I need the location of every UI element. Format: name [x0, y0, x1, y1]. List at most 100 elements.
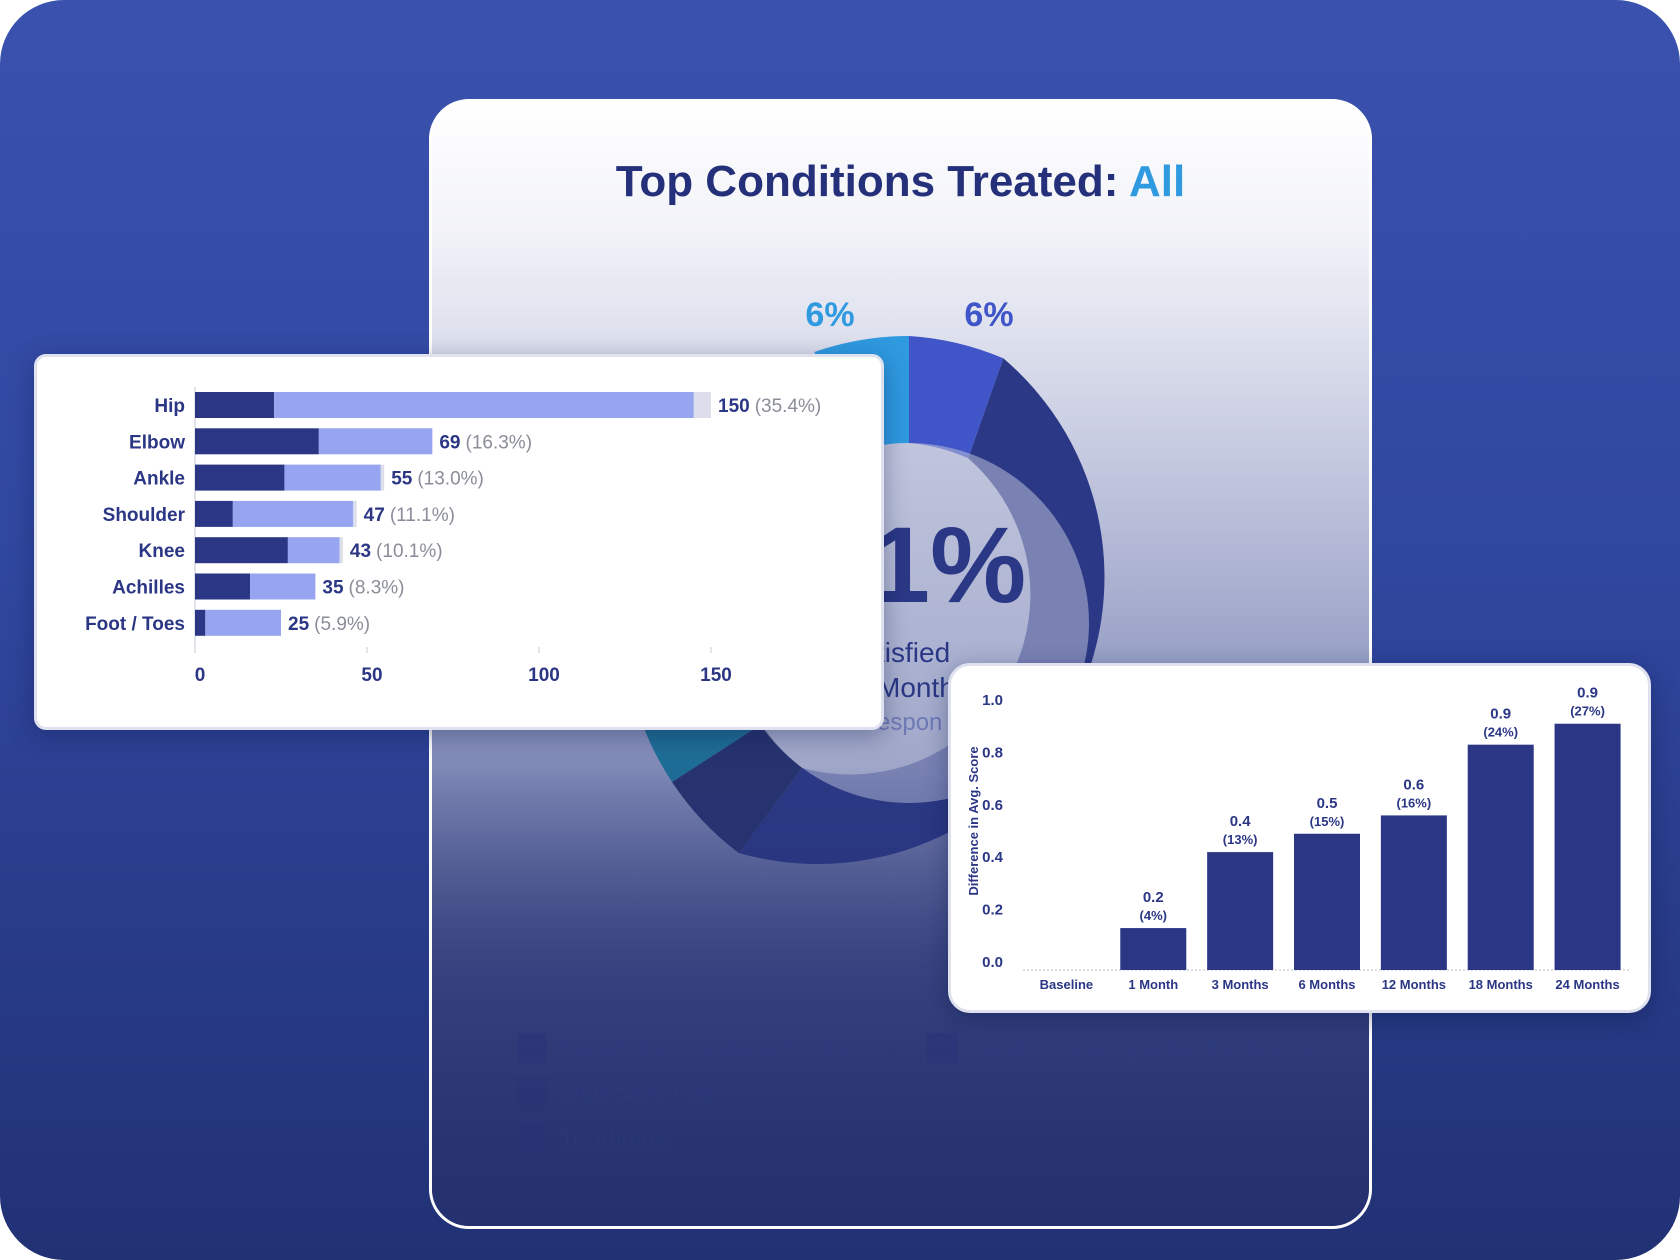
category-label: Foot / Toes	[85, 614, 185, 635]
legend-item: Facet Joint Osteoarthritis	[517, 1032, 848, 1063]
bar-percent: (10.1%)	[376, 541, 443, 562]
legend-swatch	[927, 1032, 957, 1063]
bar-total: 47	[364, 505, 385, 526]
legend-label: Tendon Tear (partial thickness)	[969, 1032, 1323, 1062]
bar-segment	[195, 537, 288, 564]
column-value-label: 0.2	[1143, 889, 1164, 906]
score-column-chart-card: 0.0 0.2 0.4 0.6 0.8 1.0 Difference in Avg. Sco…	[948, 663, 1651, 1013]
bar-percent: (16.3%)	[466, 432, 533, 453]
bar-segment	[353, 500, 357, 527]
legend-label: Facet Joint Osteoarthritis	[559, 1032, 848, 1062]
legend-item: Osteoarthritis	[517, 1078, 714, 1109]
bar-segment	[195, 573, 251, 600]
y-tick-label: 0.4	[982, 849, 1004, 866]
bar-value-label: 55 (13.0%)	[391, 469, 484, 490]
column-value-label: 0.9	[1577, 685, 1598, 702]
bar-value-label: 69 (16.3%)	[439, 432, 532, 453]
category-label: Achilles	[112, 578, 185, 599]
legend-swatch	[517, 1078, 547, 1109]
column-percent-label: (15%)	[1310, 814, 1345, 829]
y-tick-label: 0.6	[982, 797, 1003, 814]
category-label: Knee	[139, 541, 185, 562]
x-category-label: 18 Months	[1469, 977, 1533, 992]
column-value-label: 0.6	[1403, 776, 1424, 793]
bar-segment	[195, 609, 206, 636]
bar-segment	[195, 392, 275, 418]
bar-value-label: 35 (8.3%)	[322, 578, 404, 599]
score-column-chart: 0.0 0.2 0.4 0.6 0.8 1.0 Difference in Avg. Sco…	[966, 685, 1631, 992]
donut-segment-navy	[672, 724, 803, 853]
center-caption: tisfied	[877, 637, 950, 668]
bar-segment	[380, 464, 385, 491]
bar-percent: (8.3%)	[349, 578, 405, 599]
x-category-label: Baseline	[1040, 977, 1093, 992]
column-bar	[1467, 744, 1534, 970]
x-category-label: 12 Months	[1382, 977, 1446, 992]
bar-segment	[339, 537, 343, 564]
center-caption: espon	[877, 709, 942, 736]
bar-segment	[318, 428, 433, 455]
legend-label: Tendinitis	[559, 1124, 668, 1154]
bar-segment	[284, 464, 381, 491]
column-percent-label: (4%)	[1140, 908, 1167, 923]
legend-swatch	[517, 1032, 547, 1063]
center-value: 1%	[870, 504, 1026, 625]
column-value-label: 0.5	[1317, 795, 1338, 812]
y-tick-label: 1.0	[982, 692, 1003, 709]
column-bar	[1554, 723, 1621, 970]
legend-item: Tendon Tear (partial thickness)	[927, 1032, 1323, 1063]
x-category-label: 6 Months	[1298, 977, 1355, 992]
title-accent: All	[1129, 157, 1186, 206]
category-label: Shoulder	[103, 505, 186, 526]
bar-total: 35	[322, 578, 344, 599]
column-percent-label: (13%)	[1223, 832, 1258, 847]
bar-segment	[250, 573, 316, 600]
center-caption: Month	[877, 672, 955, 703]
bar-total: 69	[439, 432, 460, 453]
column-bar	[1120, 928, 1187, 970]
column-value-label: 0.9	[1490, 706, 1511, 723]
bar-segment	[195, 500, 233, 527]
segment-label: 6%	[964, 296, 1013, 334]
bar-segment	[195, 428, 319, 455]
bar-value-label: 150 (35.4%)	[718, 396, 821, 417]
y-tick-label: 0.8	[982, 744, 1003, 761]
bar-total: 25	[288, 614, 310, 635]
chart-title: Top Conditions Treated: All	[432, 157, 1369, 207]
legend-label: Osteoarthritis	[559, 1078, 714, 1108]
x-tick-label: 100	[528, 665, 560, 686]
y-tick-label: 0.2	[982, 902, 1003, 919]
column-percent-label: (27%)	[1570, 704, 1605, 719]
bar-value-label: 25 (5.9%)	[288, 614, 370, 635]
y-axis-title: Difference in Avg. Score	[966, 746, 981, 895]
column-percent-label: (16%)	[1397, 795, 1432, 810]
bar-total: 43	[350, 541, 371, 562]
x-category-label: 1 Month	[1128, 977, 1178, 992]
category-label: Ankle	[133, 469, 185, 490]
bar-segment	[693, 392, 711, 418]
donut-segment-blue	[909, 336, 1004, 459]
column-value-label: 0.4	[1230, 813, 1252, 830]
x-category-label: 24 Months	[1555, 977, 1619, 992]
category-label: Hip	[154, 396, 185, 417]
column-percent-label: (24%)	[1483, 725, 1518, 740]
bar-total: 55	[391, 469, 413, 490]
legend-swatch	[517, 1124, 547, 1155]
x-tick-label: 150	[700, 665, 732, 686]
x-category-label: 3 Months	[1212, 977, 1269, 992]
bar-percent: (13.0%)	[417, 469, 484, 490]
segment-label: 6%	[805, 296, 854, 334]
bar-value-label: 43 (10.1%)	[350, 541, 443, 562]
title-main: Top Conditions Treated:	[615, 157, 1119, 206]
x-tick-label: 50	[361, 665, 382, 686]
legend-item: Tendinitis	[517, 1124, 667, 1155]
bar-segment	[274, 392, 694, 418]
bar-percent: (35.4%)	[755, 396, 822, 417]
x-tick-label: 0	[195, 665, 206, 686]
bar-segment	[287, 537, 340, 564]
bar-segment	[232, 500, 354, 527]
bar-segment	[205, 609, 281, 636]
bar-segment	[195, 464, 285, 491]
